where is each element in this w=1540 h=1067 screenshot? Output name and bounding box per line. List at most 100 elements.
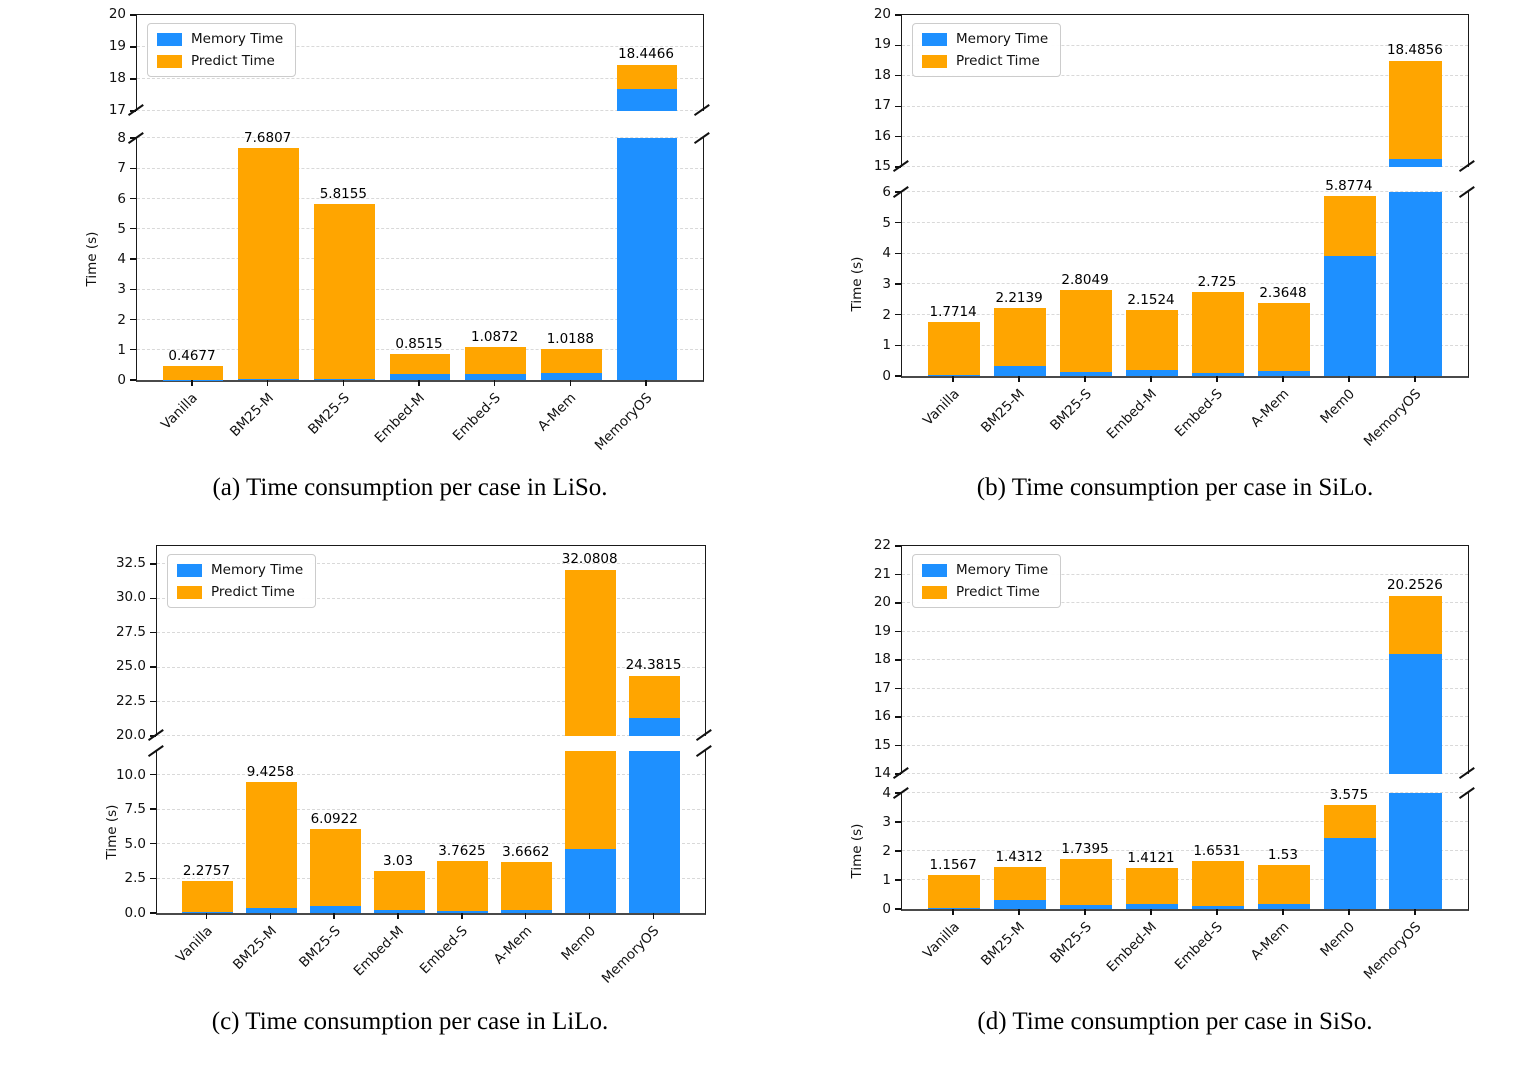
caption-d: (d) Time consumption per case in SiSo.: [977, 1008, 1373, 1035]
gridline: [157, 666, 705, 668]
bar-segment-memory: [1257, 370, 1311, 376]
gridline: [902, 879, 1468, 881]
x-tick-mark: [952, 376, 954, 382]
gridline: [902, 850, 1468, 852]
legend-label: Predict Time: [956, 584, 1040, 600]
x-tick-label: Embed-S: [417, 923, 472, 978]
legend: Memory Time Predict Time: [147, 23, 297, 77]
bar-value-label: 18.4466: [618, 45, 674, 62]
y-tick-mark: [130, 349, 136, 351]
x-tick-mark: [1348, 909, 1350, 915]
gridline: [137, 197, 703, 199]
x-tick-label: A-Mem: [490, 923, 536, 968]
y-tick-mark: [130, 78, 136, 80]
gridline: [137, 318, 703, 320]
x-tick-mark: [493, 380, 496, 386]
y-tick-label: 2: [882, 843, 891, 859]
bar-segment-memory: [616, 88, 678, 111]
y-tick-mark: [150, 597, 156, 599]
y-tick-mark: [895, 135, 901, 138]
x-tick-label: MemoryOS: [591, 390, 656, 454]
bar-segment-predict: [927, 875, 981, 909]
bar-segment-predict: [465, 347, 526, 374]
gridline: [157, 808, 705, 810]
gridline: [902, 744, 1468, 746]
bar-segment-memory: [565, 848, 617, 913]
bar-segment-predict: [1059, 858, 1113, 905]
gridline: [137, 46, 703, 48]
gridline: [902, 105, 1468, 107]
bar-value-label: 1.6531: [1193, 843, 1241, 860]
bar-segment-memory: [616, 138, 678, 380]
bar-value-label: 7.6807: [244, 129, 292, 146]
bar-segment-memory: [238, 379, 299, 380]
bar-segment-predict: [1191, 292, 1245, 374]
bar-segment-memory: [1059, 372, 1113, 376]
y-tick-mark: [895, 630, 901, 633]
legend-label: Predict Time: [191, 53, 275, 69]
bar-value-label: 20.2526: [1386, 576, 1443, 593]
predict-time-swatch-icon: [922, 585, 947, 599]
y-tick-label: 5: [117, 220, 126, 237]
x-tick-mark: [1414, 376, 1416, 382]
x-tick-mark: [1150, 376, 1152, 382]
y-tick-mark: [130, 14, 136, 16]
bar-value-label: 9.4258: [246, 764, 294, 781]
gridline: [902, 222, 1468, 224]
y-tick-label: 5: [882, 214, 891, 231]
bar-segment-predict: [993, 867, 1047, 900]
chart-d-siso: 14 15 16 17 18 19 20 21 22 20.2526 0 1 2 3 4 1.1567 1.43…: [845, 537, 1505, 997]
axis-panel-lower: [895, 792, 1469, 911]
memory-time-swatch-icon: [157, 32, 182, 46]
gridline: [157, 632, 705, 634]
y-tick-label: 18: [873, 651, 891, 667]
y-tick-label: 6: [882, 184, 891, 200]
y-tick-mark: [130, 228, 136, 230]
bar-segment-memory: [314, 379, 375, 380]
bar-segment-memory: [1323, 256, 1377, 376]
y-tick-label: 0: [117, 372, 126, 388]
bar-value-label: 1.7395: [1061, 840, 1109, 857]
y-tick-mark: [150, 666, 156, 668]
bar-segment-predict: [389, 354, 451, 374]
gridline: [902, 630, 1468, 632]
x-tick-label: Embed-M: [1104, 386, 1161, 443]
gridline: [902, 573, 1468, 575]
y-tick-mark: [895, 659, 901, 661]
legend-item-predict-time: Predict Time: [157, 53, 283, 69]
bar-segment-memory: [389, 373, 451, 380]
bar-segment-memory: [1389, 793, 1443, 909]
x-tick-label: MemoryOS: [1360, 386, 1425, 450]
bar-value-label: 3.7625: [438, 842, 486, 859]
x-tick-label: Mem0: [1317, 919, 1359, 960]
y-axis-label: Time (s): [104, 804, 120, 860]
bar-segment-predict: [628, 675, 681, 719]
x-tick-label: Mem0: [1317, 386, 1359, 427]
bar-segment-memory: [181, 912, 233, 913]
y-tick-label: 4: [882, 785, 891, 801]
x-tick-mark: [1018, 909, 1020, 915]
axis-panel-lower: [895, 191, 1469, 378]
x-tick-mark: [342, 380, 345, 386]
y-tick-mark: [895, 44, 901, 47]
gridline: [902, 344, 1468, 346]
bar-value-label: 1.7714: [929, 303, 977, 320]
bar-value-label: 3.575: [1329, 787, 1369, 804]
y-tick-label: 10.0: [115, 766, 146, 783]
bar-segment-predict: [309, 828, 361, 906]
y-tick-mark: [895, 850, 901, 852]
y-tick-mark: [895, 344, 901, 347]
y-tick-label: 7: [117, 160, 126, 177]
x-tick-mark: [266, 380, 269, 386]
y-tick-label: 5.0: [124, 835, 146, 852]
bar-segment-memory: [927, 375, 981, 376]
caption-b: (b) Time consumption per case in SiLo.: [976, 474, 1374, 501]
y-tick-label: 22.5: [115, 692, 146, 709]
bar-value-label: 2.3648: [1259, 285, 1307, 302]
x-tick-label: Embed-S: [1172, 386, 1227, 441]
bar-value-label: 2.2757: [182, 863, 231, 880]
y-tick-label: 3: [882, 276, 891, 292]
x-tick-mark: [1084, 909, 1086, 915]
y-tick-mark: [895, 283, 901, 285]
bar-segment-predict: [162, 365, 224, 380]
